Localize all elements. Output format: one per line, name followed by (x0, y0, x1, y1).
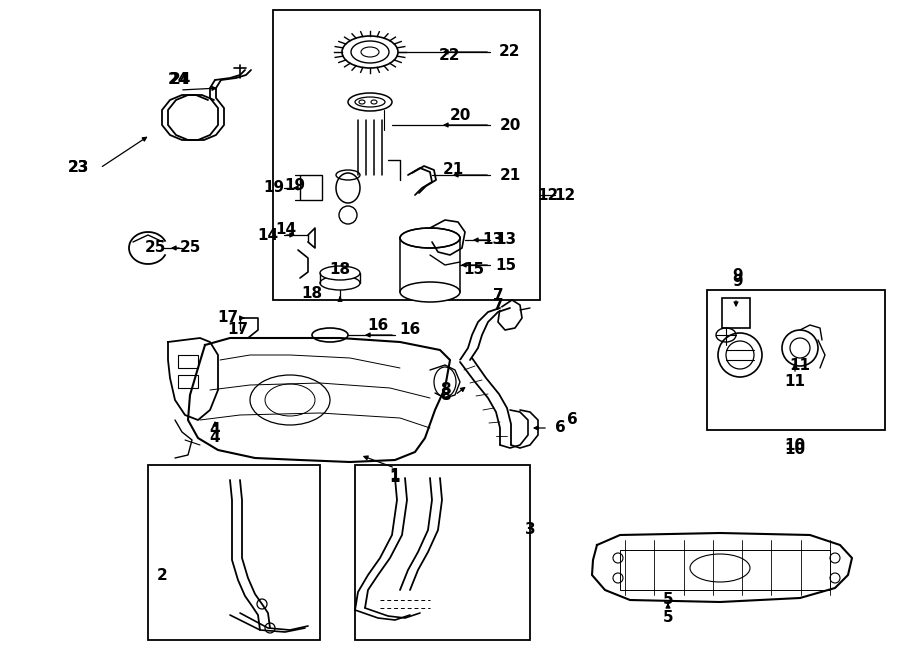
Text: 25: 25 (144, 241, 166, 256)
Text: 6: 6 (554, 420, 565, 436)
Text: 10: 10 (785, 442, 806, 457)
Bar (620, 550, 830, 590)
Text: 23: 23 (68, 161, 89, 176)
Text: 5: 5 (662, 611, 673, 625)
Text: 17: 17 (218, 311, 238, 325)
Ellipse shape (320, 266, 360, 280)
Text: 1: 1 (390, 471, 400, 485)
Text: 10: 10 (785, 438, 806, 453)
Text: 12: 12 (537, 188, 559, 202)
Text: 18: 18 (302, 286, 322, 301)
Text: 23: 23 (68, 161, 89, 176)
Text: 15: 15 (464, 262, 484, 278)
Bar (273, 10, 540, 300)
Text: 19: 19 (284, 178, 306, 192)
Text: 17: 17 (228, 323, 248, 338)
Text: 4: 4 (210, 430, 220, 444)
Text: 22: 22 (439, 48, 461, 63)
Text: 14: 14 (257, 227, 279, 243)
Bar (400, 238, 460, 292)
Text: 7: 7 (492, 288, 503, 303)
Polygon shape (188, 338, 450, 462)
Text: 20: 20 (500, 118, 521, 132)
Text: 24: 24 (169, 73, 191, 87)
Ellipse shape (400, 228, 460, 248)
Text: 16: 16 (400, 323, 420, 338)
Text: 7: 7 (492, 297, 503, 313)
Text: 9: 9 (733, 274, 743, 290)
Text: 25: 25 (179, 241, 201, 256)
Text: 8: 8 (440, 383, 450, 397)
Bar (722, 298, 750, 328)
Text: 1: 1 (390, 467, 400, 483)
Bar (707, 290, 885, 430)
Text: 13: 13 (495, 233, 517, 247)
Text: 5: 5 (662, 592, 673, 607)
Bar (178, 355, 198, 368)
Text: 4: 4 (210, 422, 220, 438)
Text: 14: 14 (275, 223, 297, 237)
Text: 21: 21 (443, 163, 464, 178)
Bar (300, 175, 322, 200)
Text: 9: 9 (733, 268, 743, 282)
Text: 13: 13 (482, 233, 504, 247)
Text: 18: 18 (329, 262, 351, 278)
Ellipse shape (400, 282, 460, 302)
Polygon shape (592, 533, 852, 602)
Text: 11: 11 (785, 375, 806, 389)
Text: 3: 3 (525, 522, 535, 537)
Text: 16: 16 (367, 317, 389, 332)
Text: 22: 22 (500, 44, 521, 59)
Text: 19: 19 (264, 180, 284, 196)
Text: 12: 12 (554, 188, 576, 202)
Text: 2: 2 (157, 568, 167, 582)
Bar (148, 465, 320, 640)
Text: 20: 20 (449, 108, 471, 122)
Text: 11: 11 (789, 358, 811, 373)
Bar (178, 375, 198, 388)
Polygon shape (168, 338, 218, 420)
Text: 24: 24 (167, 73, 189, 87)
Bar (355, 465, 530, 640)
Text: 15: 15 (495, 258, 517, 272)
Ellipse shape (348, 93, 392, 111)
Text: 21: 21 (500, 167, 520, 182)
Text: 6: 6 (567, 412, 578, 428)
Text: 8: 8 (440, 387, 450, 403)
